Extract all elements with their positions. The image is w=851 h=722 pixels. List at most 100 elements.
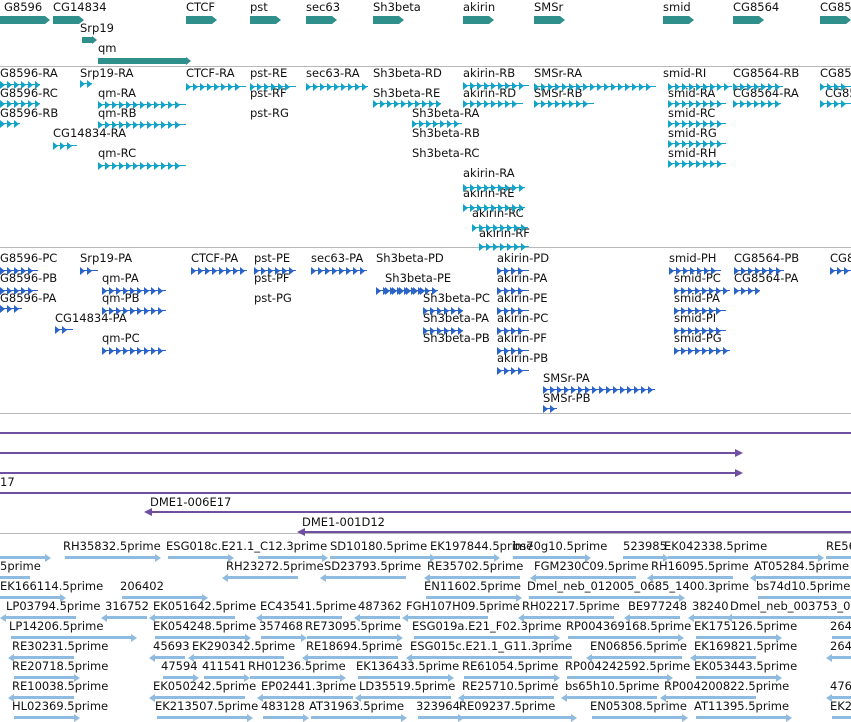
protein-track-label[interactable]: SMSr-PB <box>543 391 591 405</box>
est-alignment[interactable] <box>163 676 193 679</box>
est-track-label[interactable]: ESG019a.E21_F02.3prime <box>412 619 562 633</box>
est-track-label[interactable]: EK197844.5prime <box>430 539 534 553</box>
est-alignment[interactable] <box>732 616 851 619</box>
protein-track-label[interactable]: qm-PC <box>102 331 140 345</box>
transcript-track-label[interactable]: SMSr-RA <box>534 66 583 80</box>
gene-track-label[interactable]: CG8564 <box>733 0 780 14</box>
feature-line[interactable] <box>669 270 721 271</box>
clone-line[interactable] <box>0 432 851 434</box>
est-track-label[interactable]: ESG015c.E21.1_G11.3prime <box>410 639 573 653</box>
est-track-label[interactable]: EK050242.5prime <box>153 679 257 693</box>
est-alignment[interactable] <box>107 616 147 619</box>
transcript-track-label[interactable]: pst-RG <box>250 106 289 120</box>
est-track-label[interactable]: EK051642.5prime <box>153 599 257 613</box>
est-track-label[interactable]: Dmel_neb_003753_0 <box>730 599 851 613</box>
feature-line[interactable] <box>0 84 40 85</box>
est-track-label[interactable]: EK136433.5prime <box>356 659 460 673</box>
est-track-label[interactable]: 38240 <box>692 599 729 613</box>
exon-block[interactable] <box>463 16 489 24</box>
est-alignment[interactable] <box>261 636 301 639</box>
est-alignment[interactable] <box>434 556 494 559</box>
est-alignment[interactable] <box>756 576 851 579</box>
clone-line[interactable] <box>305 531 851 533</box>
est-track-label[interactable]: 323964 <box>416 699 460 713</box>
est-alignment[interactable] <box>14 716 74 719</box>
transcript-track-label[interactable]: qm-RB <box>98 106 137 120</box>
est-alignment[interactable] <box>155 636 245 639</box>
est-alignment[interactable] <box>666 696 756 699</box>
est-track-label[interactable]: AT31963.5prime <box>309 699 405 713</box>
exon-block[interactable] <box>373 16 399 24</box>
transcript-track-label[interactable]: sec63-RA <box>306 66 360 80</box>
est-track-label[interactable]: EP02441.3prime <box>261 679 357 693</box>
est-track-label[interactable]: EK290342.5prime <box>192 639 296 653</box>
feature-line[interactable] <box>0 290 38 291</box>
est-track-label[interactable]: bs65h10.5prime <box>565 679 660 693</box>
est-alignment[interactable] <box>653 576 733 579</box>
est-alignment[interactable] <box>418 716 458 719</box>
est-track-label[interactable]: EK169821.5prime <box>694 639 798 653</box>
est-alignment[interactable] <box>414 636 554 639</box>
est-track-label[interactable]: 483128 <box>261 699 305 713</box>
gene-track-label[interactable]: qm <box>98 41 117 55</box>
est-alignment[interactable] <box>696 676 776 679</box>
gene-track-label[interactable]: CTCF <box>186 0 216 14</box>
protein-track-label[interactable]: sec63-PA <box>311 251 364 265</box>
est-alignment[interactable] <box>65 556 155 559</box>
clone-line[interactable] <box>0 452 735 454</box>
est-track-label[interactable]: RE73095.5prime <box>305 619 402 633</box>
est-alignment[interactable] <box>832 696 851 699</box>
transcript-track-label[interactable]: Sh3beta-RA <box>412 106 480 120</box>
est-track-label[interactable]: RE10038.5prime <box>12 679 109 693</box>
transcript-track-label[interactable]: qm-RC <box>98 146 137 160</box>
transcript-track-label[interactable]: smid-RG <box>668 126 717 140</box>
est-track-label[interactable]: bs70g10.5prime <box>513 539 608 553</box>
est-alignment[interactable] <box>14 656 74 659</box>
exon-block[interactable] <box>186 16 212 24</box>
est-alignment[interactable] <box>263 696 353 699</box>
transcript-track-label[interactable]: smid-RI <box>663 66 707 80</box>
est-track-label[interactable]: 47594 <box>161 659 198 673</box>
est-track-label[interactable]: 476 <box>830 679 851 693</box>
est-alignment[interactable] <box>832 656 851 659</box>
transcript-track-label[interactable]: CG8564-RB <box>733 66 800 80</box>
exon-block[interactable] <box>82 37 92 43</box>
est-alignment[interactable] <box>513 556 585 559</box>
est-alignment[interactable] <box>623 556 663 559</box>
feature-line[interactable] <box>373 103 441 104</box>
est-track-label[interactable]: EK175126.5prime <box>694 619 798 633</box>
est-alignment[interactable] <box>358 676 448 679</box>
feature-line[interactable] <box>463 85 529 86</box>
est-track-label[interactable]: 206402 <box>120 579 164 593</box>
est-alignment[interactable] <box>832 636 851 639</box>
est-track-label[interactable]: AT11395.5prime <box>694 699 790 713</box>
est-track-label[interactable]: RE18694.5prime <box>306 639 403 653</box>
protein-track-label[interactable]: pst-PG <box>254 291 292 305</box>
est-alignment[interactable] <box>832 716 851 719</box>
est-alignment[interactable] <box>426 596 516 599</box>
est-track-label[interactable]: EK166114.5prime <box>0 579 104 593</box>
exon-block[interactable] <box>733 16 759 24</box>
est-track-label[interactable]: 316752 <box>105 599 149 613</box>
est-alignment[interactable] <box>361 696 451 699</box>
est-track-label[interactable]: 487362 <box>358 599 402 613</box>
est-track-label[interactable]: SD10180.5prime <box>330 539 428 553</box>
protein-track-label[interactable]: smid-PH <box>669 251 717 265</box>
transcript-track-label[interactable]: CTCF-RA <box>186 66 235 80</box>
protein-track-label[interactable]: G8596-PC <box>0 251 58 265</box>
transcript-track-label[interactable]: G8596-RB <box>0 106 59 120</box>
protein-track-label[interactable]: pst-PE <box>254 251 291 265</box>
est-track-label[interactable]: RH35832.5prime <box>63 539 161 553</box>
est-alignment[interactable] <box>826 556 851 559</box>
protein-track-label[interactable]: akirin-PC <box>497 311 549 325</box>
transcript-track-label[interactable]: pst-RE <box>250 66 288 80</box>
exon-block[interactable] <box>250 16 276 24</box>
protein-track-label[interactable]: Srp19-PA <box>80 251 133 265</box>
est-alignment[interactable] <box>567 676 667 679</box>
est-track-label[interactable]: EK042338.5prime <box>664 539 768 553</box>
est-track-label[interactable]: EK213507.5prime <box>155 699 259 713</box>
est-track-label[interactable]: RE25710.5prime <box>462 679 559 693</box>
est-track-label[interactable]: HL02369.5prime <box>12 699 109 713</box>
est-track-label[interactable]: 264 <box>830 619 851 633</box>
est-alignment[interactable] <box>14 696 74 699</box>
